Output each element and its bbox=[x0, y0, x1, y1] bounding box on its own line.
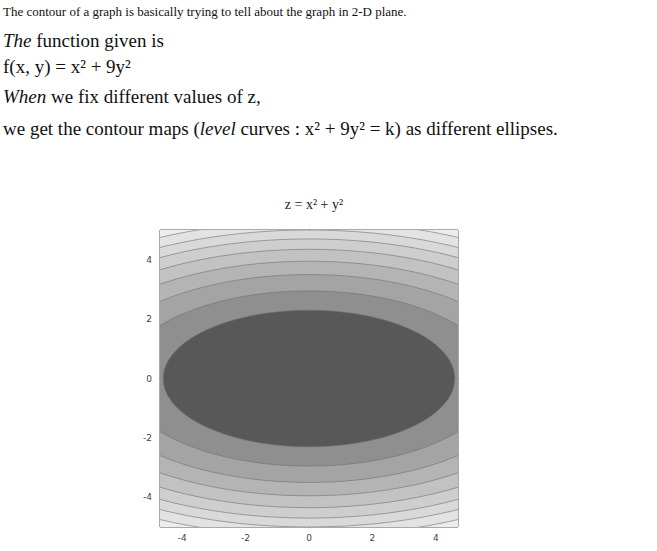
html-text:we get the contour maps (level: we get the contour maps (level curves : … bbox=[3, 118, 558, 139]
svg-text:2: 2 bbox=[370, 533, 376, 543]
svg-text:-2: -2 bbox=[241, 533, 250, 543]
svg-text:0: 0 bbox=[306, 533, 312, 543]
html-text:The contour of a graph is basi: The contour of a graph is basically tryi… bbox=[3, 4, 407, 19]
svg-text:-4: -4 bbox=[178, 533, 187, 543]
html-text:f(x, y) = x² + 9y²: f(x, y) = x² + 9y² bbox=[3, 56, 131, 77]
svg-text:4: 4 bbox=[146, 255, 152, 265]
html-text:The function given is: The function given is bbox=[3, 30, 164, 51]
svg-text:-2: -2 bbox=[143, 433, 152, 443]
svg-text:2: 2 bbox=[146, 314, 152, 324]
svg-text:4: 4 bbox=[433, 533, 439, 543]
svg-text:-4: -4 bbox=[143, 492, 152, 502]
svg-text:0: 0 bbox=[146, 374, 152, 384]
svg-text:z = x² + y²: z = x² + y² bbox=[285, 197, 343, 212]
html-text:When we fix different values o: When we fix different values of z, bbox=[3, 86, 261, 107]
